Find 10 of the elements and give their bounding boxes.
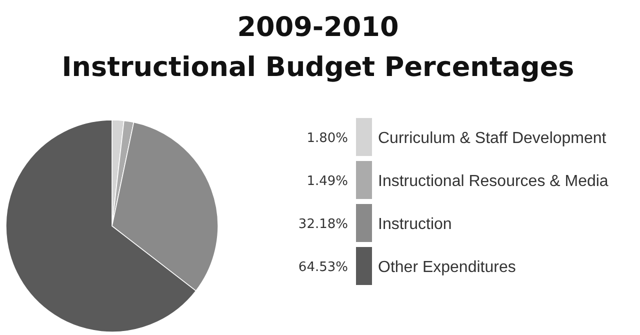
legend-label: Instruction [378,216,452,233]
legend-label: Instructional Resources & Media [378,173,608,190]
chart-subtitle: Instructional Budget Percentages [62,52,574,83]
data-label: 1.49% [306,174,348,189]
data-label: 1.80% [306,131,348,146]
data-label: 32.18% [298,217,348,232]
legend-label: Curriculum & Staff Development [378,130,607,147]
chart-title: 2009-2010 [237,12,399,43]
legend-label: Other Expenditures [378,259,516,276]
data-label: 64.53% [298,260,348,275]
